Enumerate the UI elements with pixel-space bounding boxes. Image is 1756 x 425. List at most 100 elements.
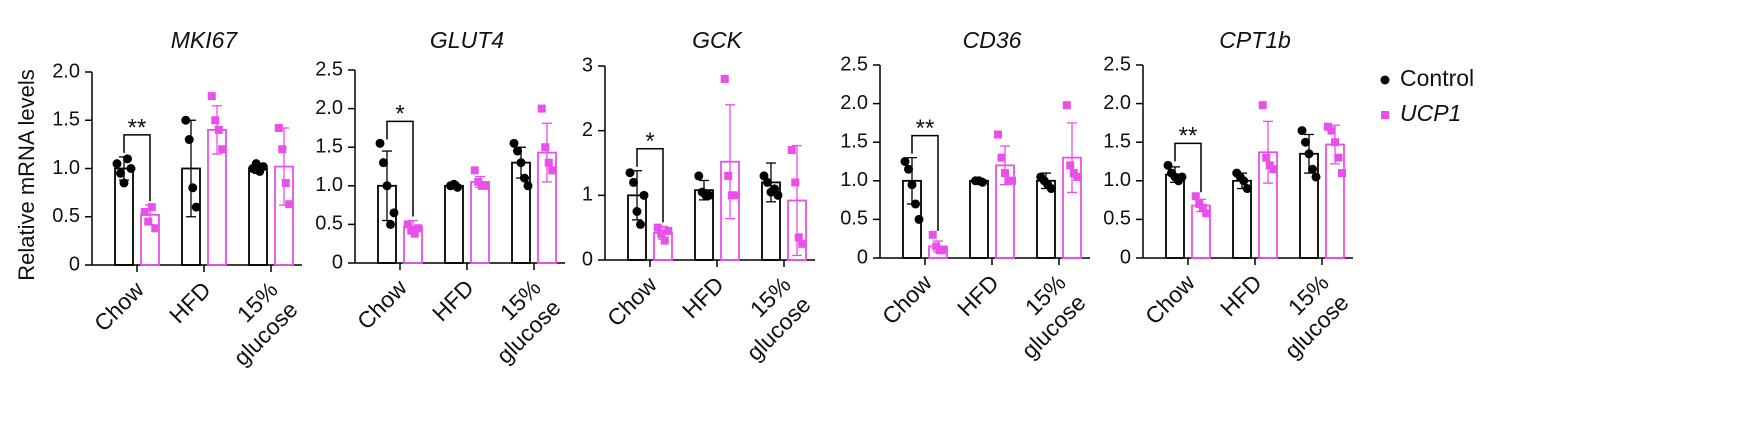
x-tick-label: HFD bbox=[952, 269, 1004, 321]
data-point bbox=[657, 230, 666, 239]
data-point bbox=[123, 154, 132, 164]
data-point bbox=[509, 138, 519, 148]
data-point bbox=[1297, 126, 1307, 136]
data-point bbox=[724, 171, 733, 180]
significance-label: * bbox=[395, 101, 404, 128]
bar bbox=[444, 184, 464, 264]
data-point bbox=[548, 166, 557, 175]
significance-bracket bbox=[911, 134, 939, 231]
y-tick-label: 2.0 bbox=[52, 60, 80, 82]
data-point bbox=[787, 146, 796, 155]
chart-title: MKI67 bbox=[171, 27, 239, 53]
data-point bbox=[664, 226, 673, 235]
data-point bbox=[653, 223, 662, 232]
y-tick-label: 2.5 bbox=[1103, 53, 1131, 75]
x-tick-label: HFD bbox=[427, 274, 479, 326]
data-point bbox=[1327, 126, 1336, 135]
data-point bbox=[720, 74, 729, 83]
data-point bbox=[285, 200, 294, 209]
data-point bbox=[1008, 176, 1016, 185]
y-tick-label: 1.0 bbox=[840, 169, 868, 191]
data-point bbox=[928, 230, 937, 239]
y-tick-label: 1 bbox=[582, 184, 593, 206]
x-tick-label: Chow bbox=[602, 271, 662, 331]
y-tick-label: 2.0 bbox=[1103, 92, 1131, 114]
data-point bbox=[1311, 172, 1321, 182]
data-point bbox=[1163, 160, 1173, 170]
y-tick-label: 1.5 bbox=[52, 109, 80, 131]
data-point bbox=[191, 202, 201, 212]
data-point bbox=[520, 173, 529, 183]
x-tick-label: 15%glucose bbox=[721, 271, 815, 365]
y-tick-label: 2 bbox=[582, 119, 593, 141]
data-point bbox=[544, 158, 553, 167]
data-point bbox=[1334, 153, 1343, 162]
data-point bbox=[914, 214, 924, 224]
legend-marker bbox=[1381, 111, 1389, 119]
data-point bbox=[629, 177, 638, 187]
data-point bbox=[660, 236, 669, 245]
data-point bbox=[144, 217, 153, 226]
data-point bbox=[1242, 184, 1252, 194]
data-point bbox=[636, 219, 645, 229]
data-point bbox=[904, 164, 913, 174]
data-point bbox=[278, 145, 287, 154]
significance-label: ** bbox=[1179, 123, 1198, 150]
data-point bbox=[731, 191, 740, 200]
data-point bbox=[997, 153, 1006, 162]
legend-marker bbox=[1380, 75, 1390, 85]
data-point bbox=[382, 181, 392, 191]
bar bbox=[969, 179, 989, 259]
data-point bbox=[1202, 209, 1211, 218]
data-point bbox=[773, 190, 783, 200]
data-point bbox=[541, 143, 550, 152]
bar bbox=[694, 189, 714, 261]
data-point bbox=[1338, 169, 1346, 178]
x-tick-label: 15%glucose bbox=[471, 274, 565, 368]
data-point bbox=[791, 178, 800, 187]
data-point bbox=[207, 92, 216, 101]
data-point bbox=[453, 182, 462, 192]
y-tick-label: 1.5 bbox=[1103, 130, 1131, 152]
data-point bbox=[704, 190, 714, 200]
data-point bbox=[112, 159, 122, 169]
y-tick-label: 0 bbox=[1120, 246, 1131, 268]
y-tick-label: 0 bbox=[857, 246, 868, 268]
data-point bbox=[1301, 137, 1310, 147]
y-tick-label: 0.5 bbox=[1103, 208, 1131, 230]
data-point bbox=[900, 157, 910, 166]
data-point bbox=[211, 116, 220, 125]
data-point bbox=[1239, 176, 1249, 186]
data-point bbox=[218, 145, 227, 154]
chart-title: CPT1b bbox=[1219, 27, 1291, 53]
data-point bbox=[119, 178, 129, 188]
x-tick-label: HFD bbox=[677, 271, 729, 323]
x-tick-label: HFD bbox=[164, 276, 216, 328]
x-tick-label: Chow bbox=[1140, 269, 1200, 329]
data-point bbox=[1062, 101, 1071, 110]
data-point bbox=[410, 229, 419, 238]
data-point bbox=[140, 207, 149, 216]
data-point bbox=[181, 115, 191, 125]
y-tick-label: 1.0 bbox=[52, 157, 80, 179]
data-point bbox=[375, 138, 385, 148]
significance-label: * bbox=[645, 128, 654, 155]
data-point bbox=[188, 183, 198, 193]
y-tick-label: 3 bbox=[582, 54, 593, 76]
data-point bbox=[994, 130, 1002, 139]
data-point bbox=[184, 135, 194, 145]
data-point bbox=[1001, 169, 1009, 178]
data-point bbox=[1177, 172, 1187, 182]
data-point bbox=[639, 190, 649, 200]
data-point bbox=[1066, 161, 1075, 170]
x-tick-label: Chow bbox=[877, 269, 937, 329]
bar bbox=[470, 181, 490, 264]
data-point bbox=[907, 180, 917, 190]
bar bbox=[1165, 173, 1185, 259]
y-tick-label: 2.5 bbox=[840, 53, 868, 75]
data-point bbox=[251, 159, 261, 169]
data-point bbox=[126, 164, 136, 173]
data-point bbox=[1046, 184, 1056, 194]
